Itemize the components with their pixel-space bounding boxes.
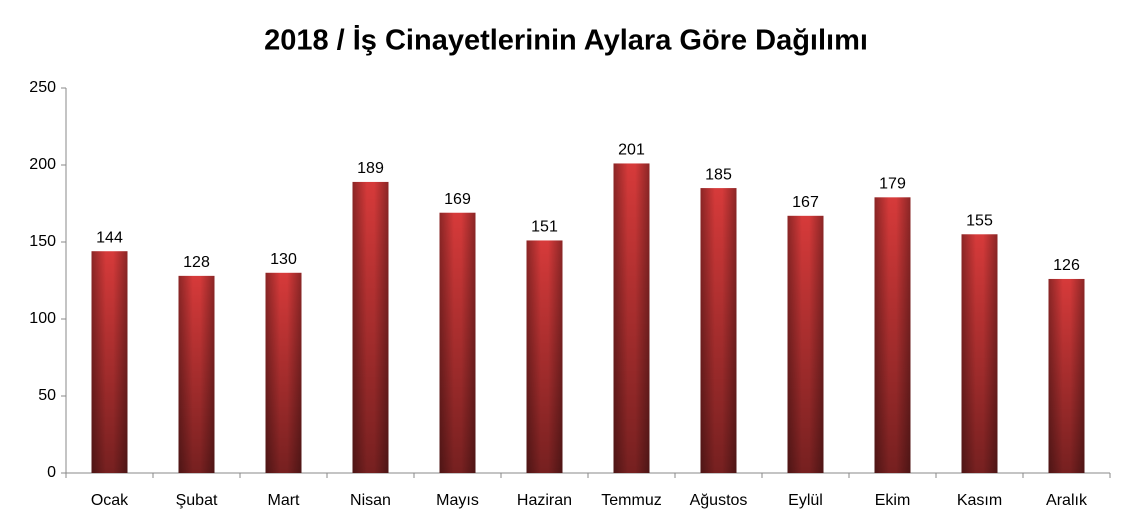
x-tick-label: Haziran: [517, 492, 572, 509]
data-label: 126: [1053, 257, 1080, 274]
data-label: 144: [96, 229, 123, 246]
bar-edge: [1048, 278, 1085, 473]
bar-edge: [178, 275, 215, 473]
x-tick-label: Temmuz: [601, 492, 661, 509]
bar-edge: [787, 215, 824, 473]
x-tick-label: Mart: [268, 492, 301, 509]
x-tick-label: Ekim: [875, 492, 911, 509]
x-tick-label: Aralık: [1046, 492, 1088, 509]
bar-edge: [526, 240, 563, 473]
data-label: 201: [618, 142, 645, 159]
bar-edge: [874, 197, 911, 473]
x-tick-label: Ağustos: [690, 492, 748, 509]
data-label: 151: [531, 219, 558, 236]
bar-edge: [613, 163, 650, 473]
bar-edge: [700, 188, 737, 473]
x-tick-label: Eylül: [788, 492, 823, 509]
y-tick-label: 200: [29, 156, 56, 173]
bar-edge: [91, 251, 128, 473]
data-label: 169: [444, 191, 471, 208]
y-tick-label: 100: [29, 310, 56, 327]
x-tick-label: Nisan: [350, 492, 391, 509]
y-tick-label: 50: [38, 387, 56, 404]
x-tick-label: Kasım: [957, 492, 1002, 509]
data-label: 130: [270, 251, 297, 268]
y-tick-label: 250: [29, 79, 56, 96]
data-label: 185: [705, 166, 732, 183]
x-tick-label: Mayıs: [436, 492, 479, 509]
data-label: 155: [966, 213, 993, 230]
y-tick-label: 0: [47, 464, 56, 481]
bar-edge: [961, 234, 998, 473]
data-label: 167: [792, 194, 819, 211]
data-label: 179: [879, 176, 906, 193]
bar-edge: [352, 181, 389, 473]
x-tick-label: Şubat: [176, 492, 218, 509]
data-label: 128: [183, 254, 210, 271]
chart-title: 2018 / İş Cinayetlerinin Aylara Göre Dağ…: [264, 25, 868, 57]
bar-edge: [439, 212, 476, 474]
data-label: 189: [357, 160, 384, 177]
x-tick-label: Ocak: [91, 492, 129, 509]
bar-edge: [265, 272, 302, 473]
y-tick-label: 150: [29, 233, 56, 250]
